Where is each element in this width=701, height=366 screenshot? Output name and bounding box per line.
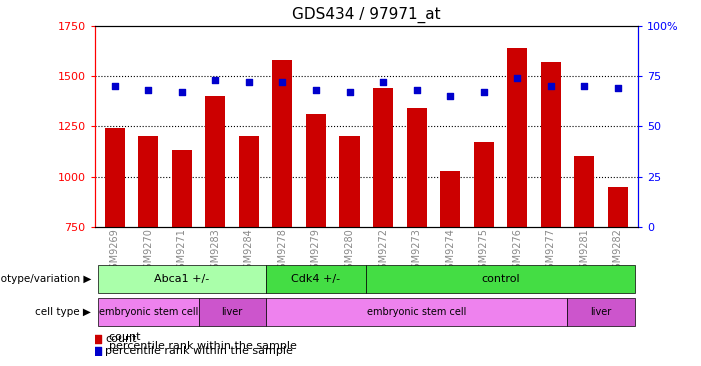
- Point: [161, 191, 172, 197]
- Bar: [407, 108, 427, 227]
- Bar: [239, 136, 259, 227]
- Bar: [306, 114, 326, 227]
- Point: [377, 79, 388, 85]
- Bar: [104, 128, 125, 227]
- Point: [444, 93, 456, 99]
- Bar: [266, 298, 568, 326]
- Bar: [138, 136, 158, 227]
- Point: [176, 89, 187, 95]
- Bar: [366, 265, 634, 293]
- Point: [512, 75, 523, 81]
- Text: control: control: [481, 274, 519, 284]
- Bar: [568, 298, 634, 326]
- Point: [311, 87, 322, 93]
- Bar: [98, 298, 198, 326]
- Text: genotype/variation ▶: genotype/variation ▶: [0, 274, 91, 284]
- Point: [411, 87, 422, 93]
- Point: [478, 89, 489, 95]
- Bar: [172, 150, 192, 227]
- Text: count: count: [102, 332, 140, 342]
- Text: liver: liver: [590, 307, 612, 317]
- Bar: [198, 298, 266, 326]
- Bar: [373, 88, 393, 227]
- Text: liver: liver: [222, 307, 243, 317]
- Bar: [339, 136, 360, 227]
- Text: cell type ▶: cell type ▶: [35, 307, 91, 317]
- Point: [277, 79, 288, 85]
- Bar: [574, 156, 594, 227]
- Bar: [540, 62, 561, 227]
- Bar: [608, 187, 628, 227]
- Point: [612, 85, 623, 91]
- Bar: [474, 142, 494, 227]
- Text: Abca1 +/-: Abca1 +/-: [154, 274, 210, 284]
- Bar: [205, 96, 226, 227]
- Point: [143, 87, 154, 93]
- Point: [243, 79, 254, 85]
- Point: [545, 83, 557, 89]
- Point: [109, 83, 121, 89]
- Text: embryonic stem cell: embryonic stem cell: [367, 307, 466, 317]
- Text: percentile rank within the sample: percentile rank within the sample: [102, 341, 297, 351]
- Text: Cdk4 +/-: Cdk4 +/-: [292, 274, 341, 284]
- Text: embryonic stem cell: embryonic stem cell: [99, 307, 198, 317]
- Bar: [507, 48, 527, 227]
- Point: [344, 89, 355, 95]
- Text: percentile rank within the sample: percentile rank within the sample: [105, 346, 293, 356]
- Bar: [98, 265, 266, 293]
- Text: count: count: [105, 333, 137, 344]
- Title: GDS434 / 97971_at: GDS434 / 97971_at: [292, 7, 441, 23]
- Point: [161, 301, 172, 307]
- Bar: [273, 60, 292, 227]
- Bar: [440, 171, 460, 227]
- Bar: [266, 265, 366, 293]
- Point: [578, 83, 590, 89]
- Point: [210, 77, 221, 83]
